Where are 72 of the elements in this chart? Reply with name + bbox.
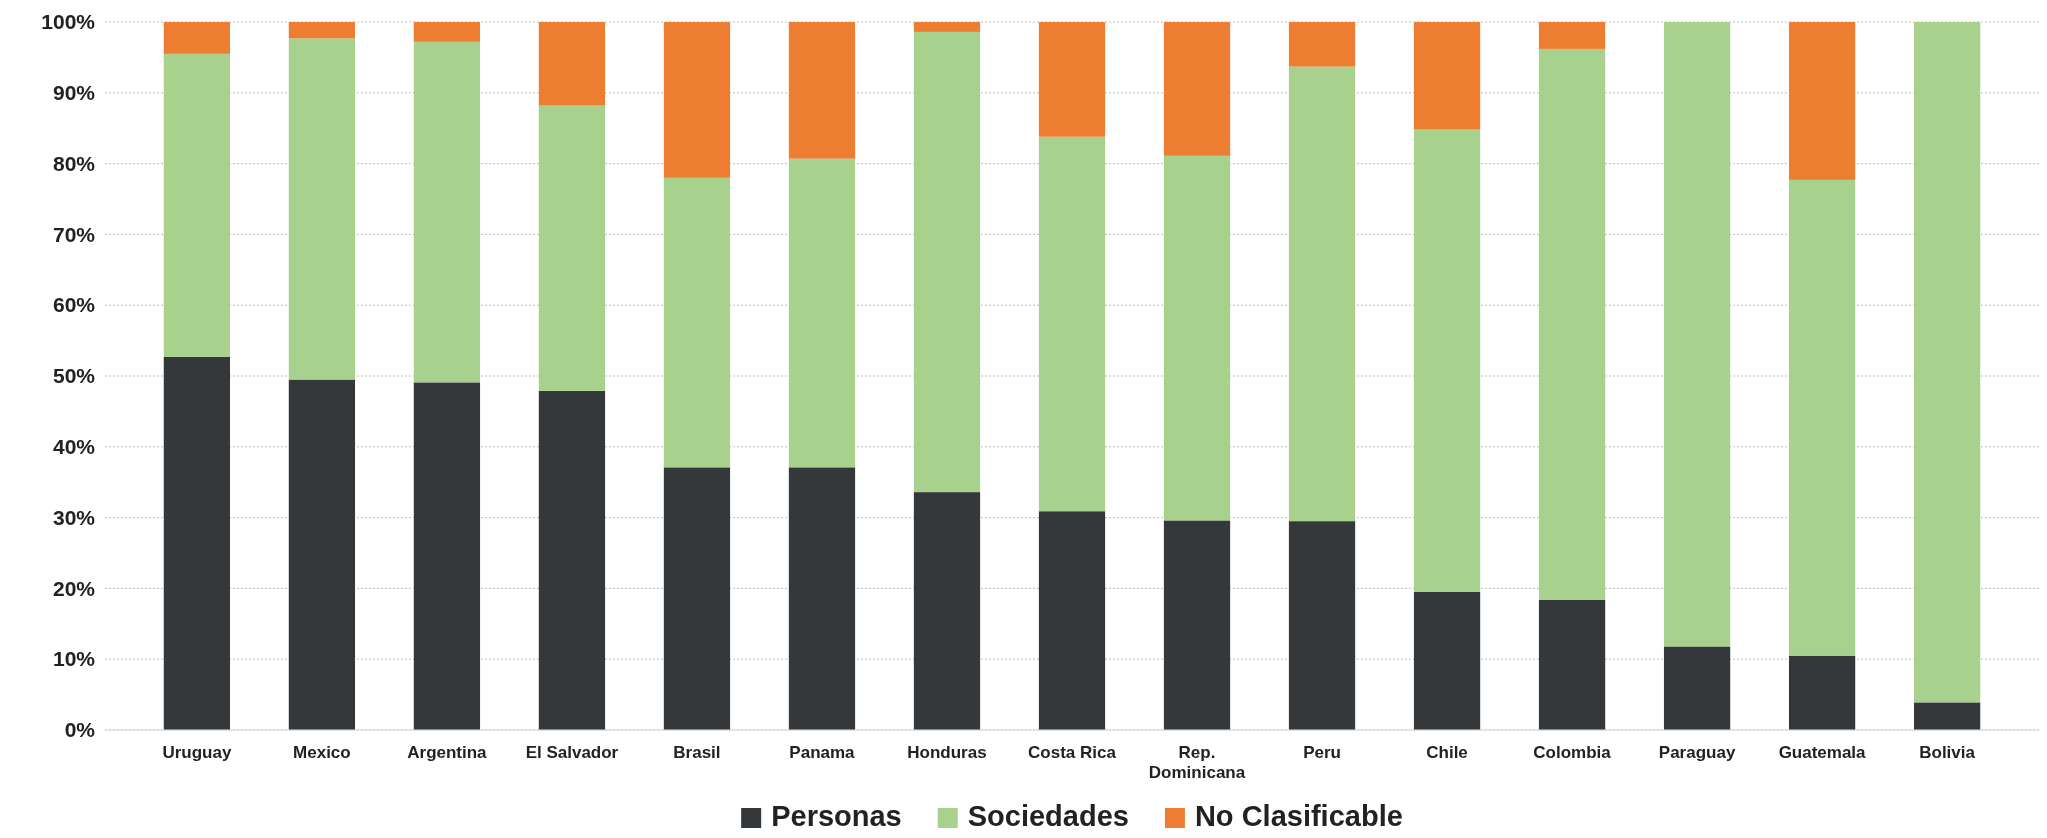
bar	[1413, 22, 1481, 130]
x-tick-label: Mexico	[293, 743, 351, 762]
bar	[1038, 511, 1106, 730]
bar	[1038, 22, 1106, 137]
bar	[1538, 22, 1606, 49]
bar	[1538, 48, 1606, 600]
x-tick-label: Chile	[1426, 743, 1468, 762]
y-tick-label: 0%	[64, 718, 96, 742]
bar	[1788, 22, 1856, 180]
bar	[163, 53, 231, 357]
bar	[788, 467, 856, 730]
bar	[413, 382, 481, 730]
legend-label: Personas	[771, 800, 902, 832]
bar	[1288, 66, 1356, 522]
bar	[663, 177, 731, 468]
bar	[1163, 155, 1231, 521]
bar	[1163, 520, 1231, 730]
bar	[788, 158, 856, 468]
x-tick-label: Brasil	[673, 743, 721, 762]
bar	[1288, 521, 1356, 730]
bar	[913, 492, 981, 730]
bar	[1913, 22, 1981, 703]
bar	[663, 22, 731, 178]
bar	[288, 379, 356, 730]
y-tick-label: 90%	[52, 81, 96, 105]
y-tick-label: 20%	[52, 576, 96, 600]
bar	[413, 41, 481, 383]
bar	[1413, 591, 1481, 730]
bar	[1038, 136, 1106, 512]
bar	[1538, 599, 1606, 730]
bar	[288, 22, 356, 39]
x-tick-label: Costa Rica	[1028, 743, 1117, 762]
x-tick-label: Paraguay	[1658, 743, 1736, 762]
bar	[413, 22, 481, 42]
x-tick-label: Colombia	[1533, 743, 1612, 762]
x-tick-label: Bolivia	[1919, 743, 1976, 762]
x-tick-label: Panama	[789, 743, 856, 762]
bar	[663, 467, 731, 730]
bar	[913, 22, 981, 32]
y-tick-label: 30%	[52, 505, 96, 529]
bar	[288, 38, 356, 380]
bar	[538, 105, 606, 391]
bar	[1288, 22, 1356, 67]
x-tick-label: Argentina	[407, 743, 488, 762]
legend-label: Sociedades	[967, 800, 1129, 832]
x-tick-label: Guatemala	[1778, 743, 1867, 762]
y-tick-label: 70%	[52, 222, 96, 246]
x-tick-label: Uruguay	[162, 743, 232, 762]
bar	[1413, 129, 1481, 592]
bar	[1788, 655, 1856, 730]
y-tick-label: 50%	[52, 364, 96, 388]
y-tick-label: 40%	[52, 435, 96, 459]
y-tick-label: 100%	[41, 10, 96, 34]
bar	[1663, 22, 1731, 647]
bar	[538, 390, 606, 730]
bar	[913, 31, 981, 493]
bar	[1788, 179, 1856, 656]
bar	[163, 22, 231, 54]
x-tick-label: Peru	[1303, 743, 1341, 762]
bar	[538, 22, 606, 106]
y-tick-label: 10%	[52, 647, 96, 671]
bar	[163, 356, 231, 730]
bar	[788, 22, 856, 159]
x-tick-label: El Salvador	[525, 743, 619, 762]
bar	[1913, 702, 1981, 730]
bar	[1163, 22, 1231, 156]
legend-label: No Clasificable	[1194, 800, 1403, 832]
bar	[1663, 646, 1731, 730]
y-tick-label: 80%	[52, 151, 96, 175]
x-tick-label: Rep. Dominicana	[1148, 743, 1246, 782]
x-tick-label: Honduras	[907, 743, 987, 762]
y-tick-label: 60%	[52, 293, 96, 317]
